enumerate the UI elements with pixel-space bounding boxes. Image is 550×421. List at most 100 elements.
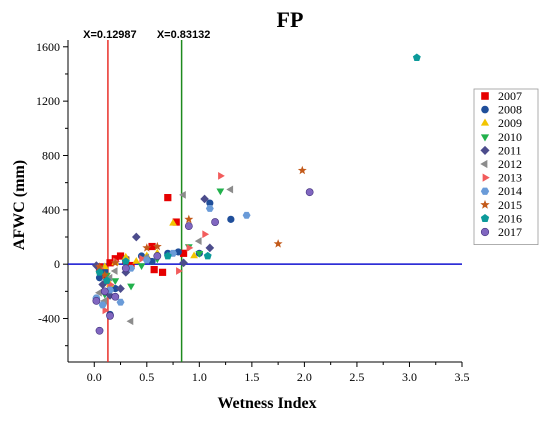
data-point-2013 <box>102 306 110 315</box>
data-point-2013 <box>139 254 147 263</box>
legend-box <box>473 88 539 246</box>
y-tick-label: 1200 <box>36 94 60 108</box>
data-point-2015 <box>142 243 152 252</box>
data-point-2014 <box>242 211 251 219</box>
data-points <box>92 53 421 335</box>
data-point-2012 <box>194 237 202 245</box>
data-point-2011 <box>205 243 215 253</box>
legend-marker <box>480 159 488 169</box>
data-point-2017 <box>184 222 193 231</box>
data-point-2010 <box>216 188 225 196</box>
legend-marker <box>481 92 489 100</box>
data-point-2017 <box>153 252 162 260</box>
x-tick-label: 3.0 <box>402 370 417 384</box>
data-point-2008 <box>227 215 235 223</box>
data-point-2012 <box>179 190 186 199</box>
data-point-2014 <box>116 298 125 306</box>
legend-label: 2016 <box>498 211 522 225</box>
data-point-2011 <box>105 291 115 300</box>
data-point-2011 <box>116 284 125 293</box>
reference-line-label: X=0.12987 <box>83 29 137 41</box>
x-tick-label: 0.5 <box>139 370 154 384</box>
data-point-2013 <box>218 171 225 180</box>
legend-label: 2007 <box>498 89 522 103</box>
data-point-2009 <box>190 251 198 259</box>
data-point-2007 <box>172 218 180 226</box>
legend-label: 2010 <box>498 130 522 144</box>
data-point-2008 <box>206 199 214 207</box>
legend-marker <box>480 199 490 209</box>
data-point-2007 <box>164 194 172 202</box>
data-point-2009 <box>169 218 177 226</box>
x-tick-label: 1.0 <box>192 370 207 384</box>
legend-label: 2013 <box>498 171 522 185</box>
legend-marker <box>480 227 490 237</box>
legend-marker <box>480 118 490 126</box>
x-axis-title: Wetness Index <box>217 395 316 412</box>
data-point-2010 <box>195 251 204 258</box>
data-point-2013 <box>186 243 194 252</box>
legend-label: 2008 <box>498 103 522 117</box>
chart-title: FP <box>277 7 304 32</box>
y-tick-label: 800 <box>42 148 60 162</box>
legend-label: 2015 <box>498 198 522 212</box>
data-point-2007 <box>179 249 188 257</box>
y-tick-label: -400 <box>38 312 60 326</box>
data-point-2007 <box>116 252 125 260</box>
data-point-2015 <box>297 165 307 175</box>
data-point-2010 <box>111 278 120 285</box>
data-point-2011 <box>98 280 107 289</box>
data-point-2008 <box>95 274 104 282</box>
data-point-2016 <box>121 257 130 265</box>
data-point-2011 <box>131 232 141 242</box>
data-point-2011 <box>200 194 209 204</box>
data-point-2017 <box>106 311 114 320</box>
legend-marker <box>480 214 490 222</box>
data-point-2017 <box>121 264 130 273</box>
data-point-2012 <box>226 185 234 194</box>
data-point-2011 <box>179 258 188 268</box>
data-point-2010 <box>127 283 135 291</box>
legend-marker <box>480 134 490 142</box>
data-point-2017 <box>95 326 104 335</box>
y-axis-title: AFWC (mm) <box>11 160 28 250</box>
data-point-2014 <box>98 301 107 309</box>
legend-label: 2011 <box>498 143 522 157</box>
x-tick-label: 3.5 <box>455 370 470 384</box>
data-point-2014 <box>205 205 214 212</box>
data-point-2017 <box>211 218 219 226</box>
legend-label: 2017 <box>498 225 522 239</box>
data-point-2015 <box>100 270 110 279</box>
data-point-2015 <box>273 239 283 248</box>
data-point-2007 <box>148 242 156 251</box>
x-tick-label: 2.0 <box>297 370 312 384</box>
legend-marker <box>482 173 490 182</box>
data-point-2015 <box>110 258 120 267</box>
legend: 2007200820092010201120122013201420152016… <box>473 88 539 246</box>
data-point-2015 <box>95 262 104 271</box>
data-point-2007 <box>150 266 158 274</box>
data-point-2013 <box>202 230 210 239</box>
data-point-2007 <box>106 259 114 267</box>
data-point-2017 <box>92 296 101 305</box>
data-point-2015 <box>152 241 162 251</box>
data-point-2017 <box>100 287 109 296</box>
data-point-2012 <box>110 267 118 275</box>
data-point-2016 <box>95 268 104 276</box>
data-point-2014 <box>142 256 151 264</box>
legend-marker <box>481 105 489 114</box>
data-point-2012 <box>95 288 102 297</box>
data-point-2010 <box>137 263 146 271</box>
x-tick-label: 0.0 <box>87 370 102 384</box>
data-point-2013 <box>176 267 183 275</box>
legend-marker <box>480 187 490 195</box>
data-point-2012 <box>126 317 134 326</box>
y-tick-label: 0 <box>54 257 60 271</box>
legend-label: 2009 <box>498 116 522 130</box>
data-point-2009 <box>132 256 141 264</box>
y-tick-label: 1600 <box>36 40 60 54</box>
data-point-2016 <box>412 53 421 62</box>
x-tick-label: 2.5 <box>349 370 364 384</box>
data-point-2007 <box>158 268 167 276</box>
